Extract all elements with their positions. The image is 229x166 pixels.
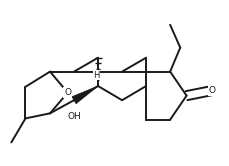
Text: O: O xyxy=(208,86,215,95)
Text: OH: OH xyxy=(67,112,81,121)
Text: O: O xyxy=(64,88,71,97)
Text: H: H xyxy=(94,71,100,80)
Polygon shape xyxy=(72,86,98,104)
